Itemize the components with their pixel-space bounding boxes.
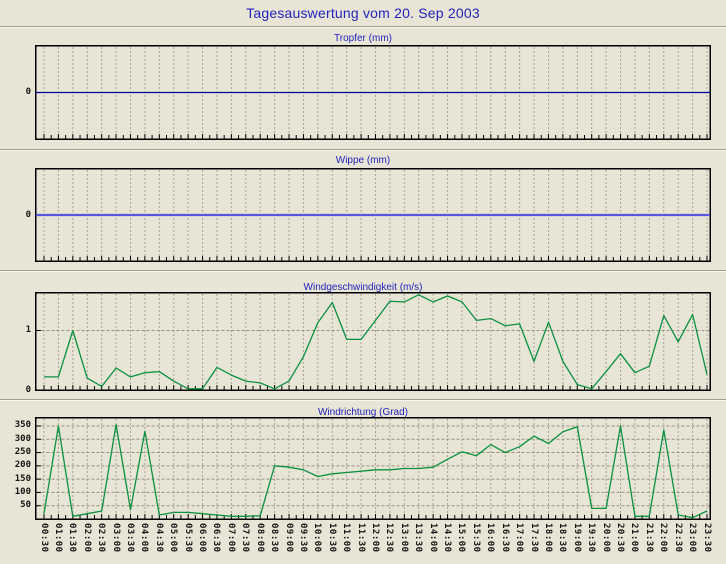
plot-svg — [35, 417, 711, 520]
chart-title-windgeschwindigkeit: Windgeschwindigkeit (m/s) — [303, 282, 423, 293]
data-line — [43, 423, 708, 519]
x-axis-tick-label: 14:00 — [427, 523, 438, 553]
x-axis-tick-label: 23:30 — [701, 523, 712, 553]
x-axis-tick-label: 12:00 — [370, 523, 380, 553]
chart-canvas-windrichtung — [35, 417, 711, 520]
chart-canvas-tropfer — [35, 45, 711, 140]
chart-title-tropfer: Tropfer (mm) — [334, 33, 392, 44]
x-axis-tick-label: 02:00 — [81, 523, 92, 553]
chart-panel-windgeschwindigkeit: Windgeschwindigkeit (m/s) 0 1 — [0, 272, 726, 399]
x-axis-tick-label: 13:30 — [413, 523, 424, 553]
y-axis-tick-label: 100 — [14, 486, 31, 497]
chart-canvas-windgeschwindigkeit — [35, 292, 711, 391]
y-axis-tick-label: 250 — [14, 447, 31, 458]
x-axis-tick-label: 17:30 — [528, 523, 539, 553]
x-axis-tick-label: 09:30 — [297, 523, 308, 553]
x-axis-tick-label: 01:00 — [52, 523, 63, 553]
chart-canvas-wippe — [35, 168, 711, 262]
x-axis-tick-label: 18:30 — [557, 523, 568, 553]
x-axis-tick-label: 03:00 — [110, 523, 121, 553]
y-axis-tick-label: 0 — [25, 384, 31, 395]
x-axis-tick-label: 01:30 — [67, 523, 78, 553]
x-axis-tick-label: 18:00 — [542, 523, 553, 553]
x-axis-tick-label: 07:00 — [225, 523, 236, 553]
y-axis-tick-label: 300 — [14, 433, 31, 444]
x-axis-tick-label: 04:30 — [153, 523, 164, 553]
x-axis-tick-label: 19:30 — [586, 523, 597, 553]
page-title: Tagesauswertung vom 20. Sep 2003 — [246, 5, 480, 21]
x-axis-tick-label: 03:30 — [124, 523, 135, 553]
x-axis-tick-label: 15:00 — [456, 523, 467, 553]
x-axis-tick-label: 05:00 — [168, 523, 179, 553]
chart-title-wippe: Wippe (mm) — [335, 155, 391, 166]
x-axis-tick-label: 08:00 — [254, 523, 265, 553]
x-axis-tick-label: 16:00 — [485, 523, 496, 553]
x-axis-tick-label: 20:30 — [615, 523, 626, 553]
x-axis-tick-label: 17:00 — [514, 523, 525, 553]
plot-svg — [35, 168, 711, 262]
x-axis-tick-label: 00:30 — [38, 523, 49, 553]
x-axis-tick-label: 06:30 — [211, 523, 222, 553]
x-axis-tick-label: 13:00 — [398, 523, 409, 553]
y-axis-tick-label: 350 — [14, 420, 31, 431]
x-axis-tick-label: 14:30 — [442, 523, 453, 553]
x-axis-tick-label: 16:30 — [499, 523, 510, 553]
x-axis-tick-label: 23:00 — [687, 523, 698, 553]
x-axis-tick-label: 11:00 — [341, 523, 352, 553]
x-axis-tick-label: 10:30 — [326, 523, 337, 553]
chart-panel-wippe: Wippe (mm) 0 — [0, 151, 726, 270]
header-divider — [0, 26, 726, 28]
x-axis-tick-label: 12:30 — [384, 523, 395, 553]
panel-divider-1 — [0, 149, 726, 151]
page-header: Tagesauswertung vom 20. Sep 2003 — [0, 0, 726, 26]
y-axis-tick-label: 0 — [25, 209, 31, 220]
y-axis-tick-label: 150 — [14, 473, 31, 484]
x-axis-tick-label: 21:00 — [629, 523, 640, 553]
x-axis-tick-label: 11:30 — [355, 523, 366, 553]
x-axis-tick-label: 15:30 — [470, 523, 481, 553]
x-axis-tick-label: 20:00 — [600, 523, 611, 553]
x-axis-tick-label: 19:00 — [571, 523, 582, 553]
plot-svg — [35, 292, 711, 391]
data-line — [44, 294, 708, 390]
y-axis-tick-label: 0 — [25, 87, 31, 97]
chart-panel-tropfer: Tropfer (mm) 0 — [0, 28, 726, 149]
y-axis-tick-label: 50 — [20, 500, 31, 511]
x-axis-tick-label: 04:00 — [139, 523, 150, 553]
plot-svg — [35, 45, 711, 140]
y-axis-tick-label: 1 — [25, 324, 31, 335]
panel-divider-2 — [0, 270, 726, 272]
chart-title-windrichtung: Windrichtung (Grad) — [317, 407, 409, 418]
x-axis-tick-label: 10:00 — [312, 523, 323, 553]
panel-divider-3 — [0, 399, 726, 401]
x-axis-tick-label: 08:30 — [269, 523, 280, 553]
x-axis-tick-label: 02:30 — [96, 523, 107, 553]
chart-panel-windrichtung: Windrichtung (Grad) 50 100 150 200 250 300 350… — [0, 401, 726, 564]
x-axis-tick-label: 07:30 — [240, 523, 251, 553]
x-axis-tick-label: 21:30 — [643, 523, 654, 553]
x-axis-tick-label: 22:30 — [672, 523, 683, 553]
x-axis-tick-label: 09:00 — [283, 523, 294, 553]
x-axis-tick-label: 22:00 — [658, 523, 669, 553]
y-axis-tick-label: 200 — [14, 460, 31, 471]
x-axis-tick-label: 05:30 — [182, 523, 193, 553]
x-axis-tick-label: 06:00 — [197, 523, 208, 553]
